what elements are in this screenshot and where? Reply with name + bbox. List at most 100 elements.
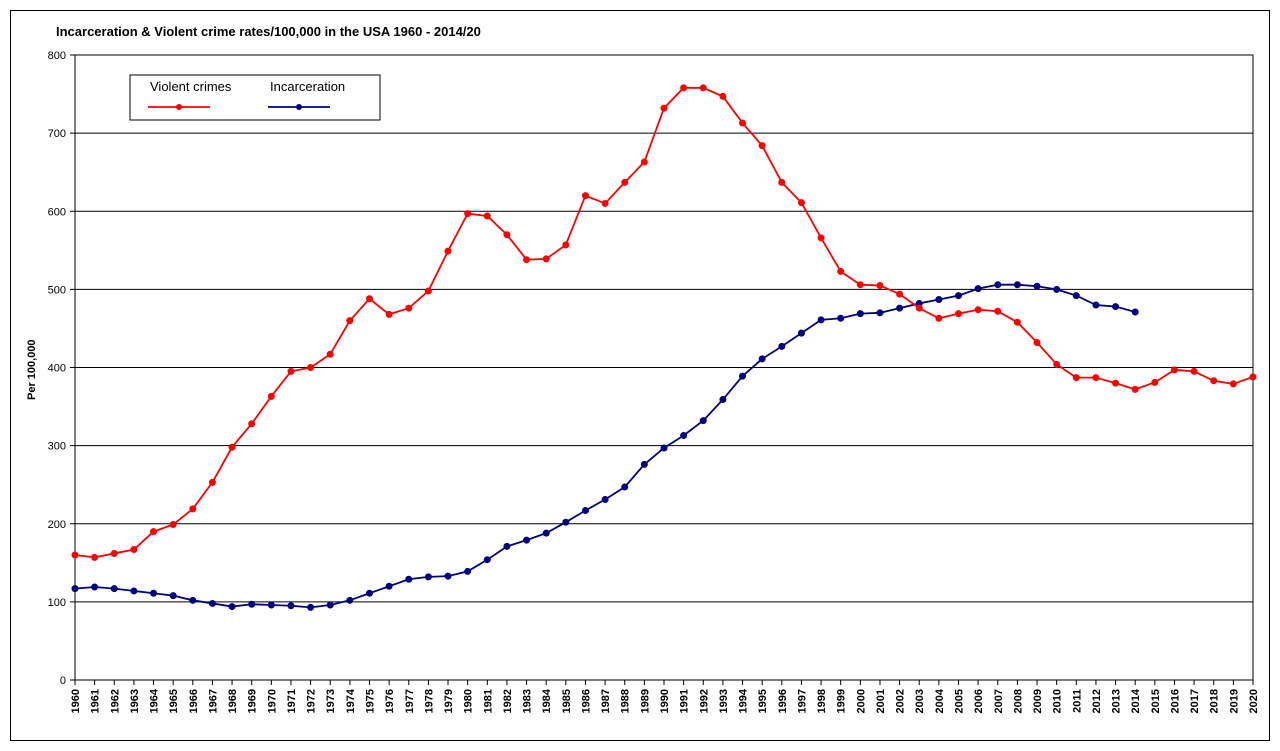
x-tick-label: 2009 [1032,689,1044,713]
series-marker-violent [229,444,235,450]
series-marker-violent [857,282,863,288]
series-marker-incarceration [563,519,569,525]
x-tick-label: 2016 [1169,689,1181,713]
series-marker-violent [72,552,78,558]
series-marker-incarceration [995,282,1001,288]
series-marker-violent [1014,319,1020,325]
x-tick-label: 1965 [168,689,180,713]
series-marker-violent [1073,375,1079,381]
series-marker-violent [268,393,274,399]
x-tick-label: 1986 [580,689,592,713]
series-marker-incarceration [602,497,608,503]
legend-label-violent: Violent crimes [150,79,232,94]
series-marker-violent [1230,381,1236,387]
series-marker-violent [190,506,196,512]
x-tick-label: 1978 [423,689,435,713]
series-marker-violent [1034,340,1040,346]
series-marker-violent [1152,379,1158,385]
x-tick-label: 1990 [659,689,671,713]
series-marker-incarceration [838,315,844,321]
series-marker-incarceration [327,602,333,608]
series-marker-incarceration [740,373,746,379]
series-marker-incarceration [1054,286,1060,292]
series-marker-incarceration [465,568,471,574]
x-tick-label: 1963 [129,689,141,713]
series-marker-incarceration [367,590,373,596]
x-tick-label: 1975 [365,689,377,713]
series-marker-incarceration [524,537,530,543]
series-marker-violent [386,311,392,317]
series-marker-violent [1250,374,1256,380]
series-marker-incarceration [1014,282,1020,288]
series-marker-incarceration [720,397,726,403]
series-marker-violent [1132,386,1138,392]
x-tick-label: 2007 [993,689,1005,713]
series-marker-incarceration [170,593,176,599]
x-tick-label: 2005 [954,689,966,713]
series-marker-incarceration [406,576,412,582]
x-tick-label: 1967 [207,689,219,713]
series-marker-incarceration [622,484,628,490]
series-marker-violent [327,351,333,357]
series-marker-violent [288,368,294,374]
x-tick-label: 1982 [502,689,514,713]
series-marker-incarceration [641,461,647,467]
chart-svg: 0100200300400500600700800196019611962196… [0,0,1280,751]
series-marker-violent [131,547,137,553]
series-marker-incarceration [1132,309,1138,315]
x-tick-label: 1976 [384,689,396,713]
series-marker-violent [779,179,785,185]
x-tick-label: 1988 [620,689,632,713]
y-tick-label: 500 [48,284,66,296]
series-marker-incarceration [759,356,765,362]
series-marker-violent [975,307,981,313]
series-marker-incarceration [288,603,294,609]
x-tick-label: 1997 [796,689,808,713]
x-tick-label: 1964 [149,688,161,713]
x-tick-label: 2001 [875,689,887,713]
series-marker-violent [916,305,922,311]
x-tick-label: 2000 [855,689,867,713]
x-tick-label: 2010 [1052,689,1064,713]
x-tick-label: 1996 [777,689,789,713]
series-marker-incarceration [72,586,78,592]
series-marker-violent [661,105,667,111]
x-tick-label: 1983 [522,689,534,713]
x-tick-label: 2002 [895,689,907,713]
series-marker-violent [681,85,687,91]
series-marker-violent [563,242,569,248]
x-tick-label: 1993 [718,689,730,713]
x-tick-label: 1972 [306,689,318,713]
series-marker-incarceration [661,445,667,451]
x-tick-label: 1977 [404,689,416,713]
series-marker-incarceration [111,586,117,592]
series-marker-incarceration [425,574,431,580]
series-marker-incarceration [681,432,687,438]
series-marker-violent [504,232,510,238]
x-tick-label: 1985 [561,689,573,713]
series-marker-violent [308,365,314,371]
x-tick-label: 2004 [934,688,946,713]
series-marker-violent [740,120,746,126]
series-marker-violent [425,288,431,294]
series-marker-violent [1171,367,1177,373]
series-marker-violent [249,421,255,427]
series-marker-incarceration [1113,304,1119,310]
x-tick-label: 2015 [1150,689,1162,713]
series-marker-incarceration [209,600,215,606]
series-marker-violent [818,235,824,241]
x-tick-label: 1984 [541,688,553,713]
legend-marker-violent [176,104,182,110]
series-marker-incarceration [798,330,804,336]
series-marker-violent [170,522,176,528]
legend-label-incarceration: Incarceration [270,79,345,94]
x-tick-label: 2008 [1012,689,1024,713]
x-tick-label: 1994 [738,688,750,713]
series-marker-incarceration [1034,283,1040,289]
x-tick-label: 1969 [247,689,259,713]
x-tick-label: 1970 [266,689,278,713]
x-tick-label: 1987 [600,689,612,713]
series-marker-violent [602,200,608,206]
series-marker-violent [445,248,451,254]
series-line-violent [75,88,1253,558]
